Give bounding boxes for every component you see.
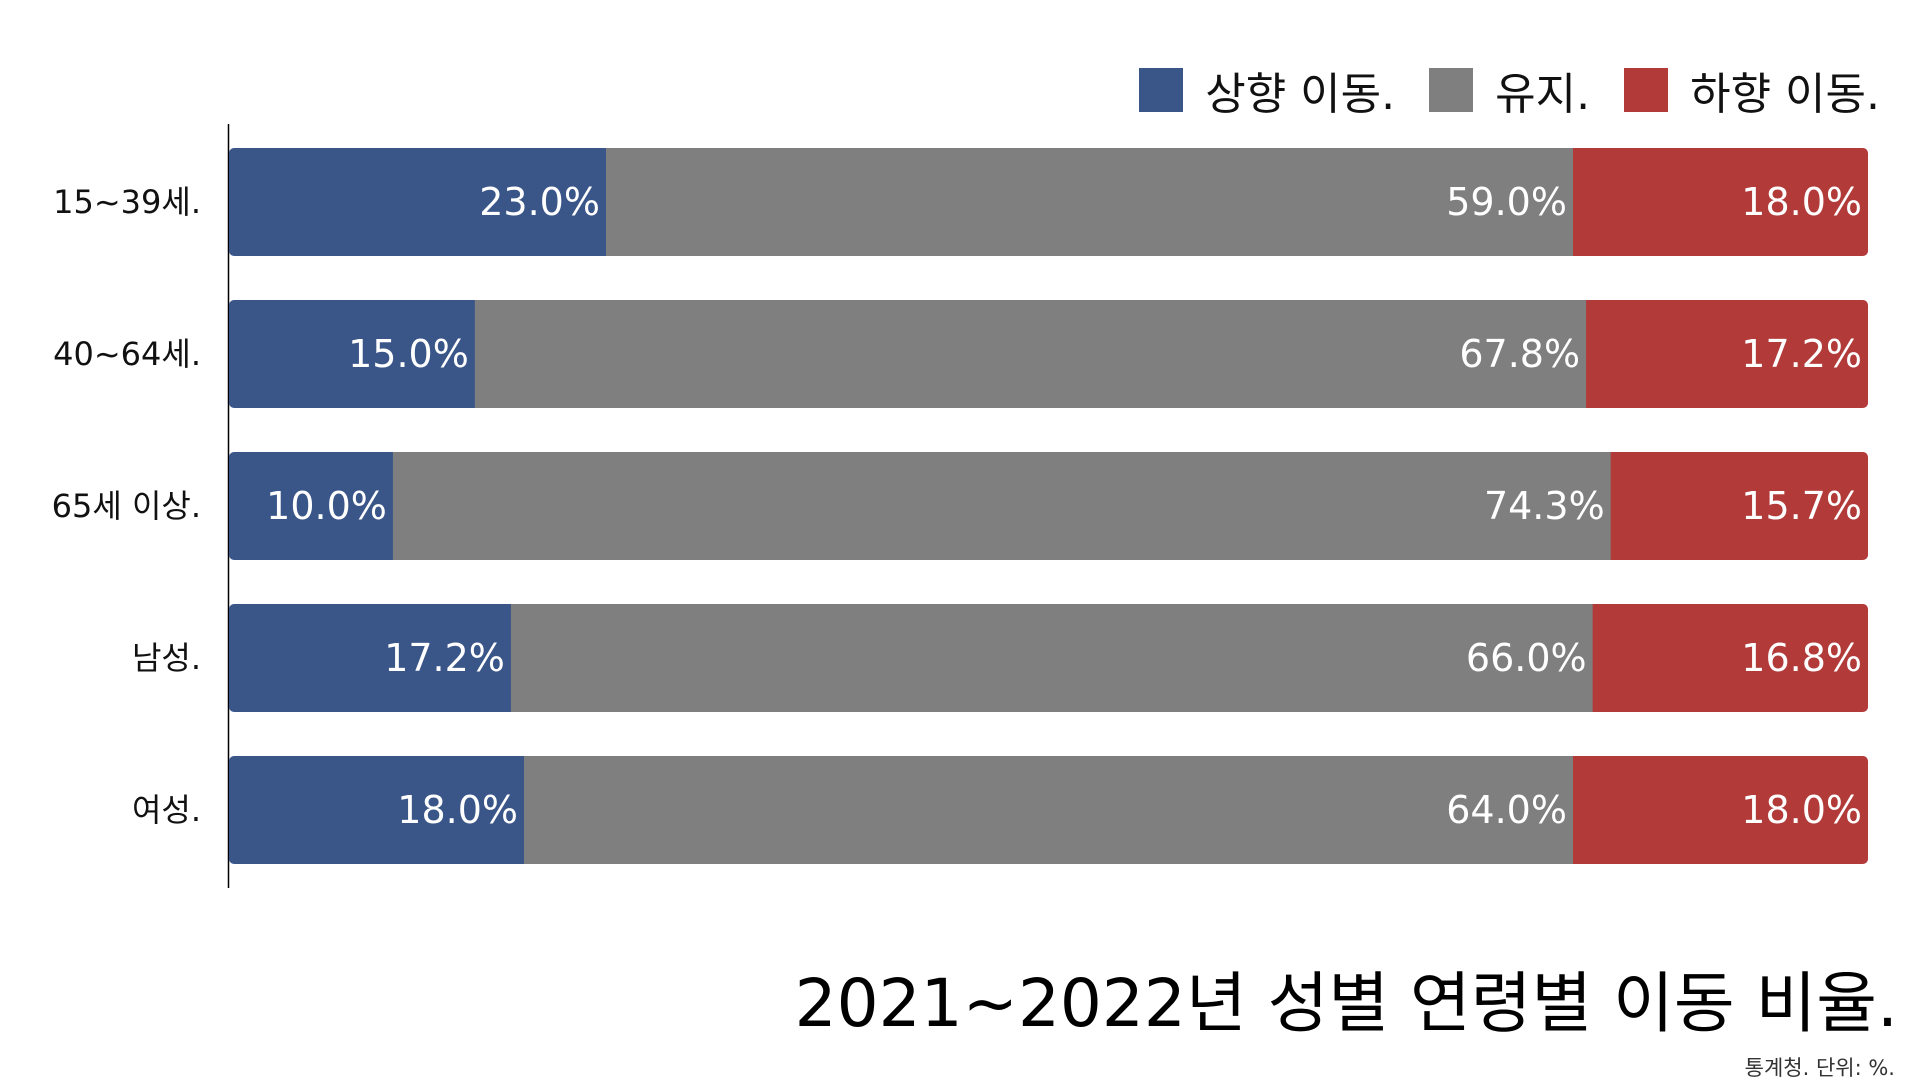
- data-label-upward-2: 10.0%: [266, 484, 387, 528]
- data-label-downward-4: 18.0%: [1741, 788, 1862, 832]
- bar-downward-0: [1572, 148, 1868, 256]
- legend-swatch-maintain: [1429, 68, 1474, 112]
- legend-swatch-downward: [1624, 68, 1669, 112]
- bar-maintain-0: [605, 148, 1574, 256]
- bar-upward-0: [229, 148, 607, 256]
- data-label-downward-3: 16.8%: [1741, 636, 1862, 680]
- bar-downward-3: [1592, 604, 1868, 712]
- data-label-downward-2: 15.7%: [1741, 484, 1862, 528]
- legend-item-downward: 하향 이동.: [1624, 58, 1880, 122]
- data-label-maintain-4: 64.0%: [1446, 788, 1567, 832]
- bar-upward-2: [229, 452, 394, 560]
- legend-label-upward: 상향 이동.: [1205, 69, 1396, 120]
- bar-upward-3: [229, 604, 512, 712]
- data-label-upward-0: 23.0%: [479, 180, 600, 224]
- bar-downward-2: [1610, 452, 1868, 560]
- data-label-upward-1: 15.0%: [348, 332, 469, 376]
- data-label-downward-0: 18.0%: [1741, 180, 1862, 224]
- legend-label-maintain: 유지.: [1495, 69, 1591, 120]
- data-label-maintain-1: 67.8%: [1459, 332, 1580, 376]
- bar-upward-1: [229, 300, 476, 408]
- legend-item-upward: 상향 이동.: [1139, 58, 1395, 122]
- bar-maintain-4: [524, 756, 1574, 864]
- bar-maintain-3: [510, 604, 1594, 712]
- data-label-maintain-3: 66.0%: [1466, 636, 1587, 680]
- bar-maintain-1: [474, 300, 1587, 408]
- category-label-1: 40~64세.: [53, 335, 201, 373]
- chart-legend: 상향 이동. 유지. 하향 이동.: [1139, 58, 1880, 122]
- data-label-upward-3: 17.2%: [384, 636, 505, 680]
- category-label-0: 15~39세.: [53, 183, 201, 221]
- bar-maintain-2: [392, 452, 1612, 560]
- legend-swatch-upward: [1139, 68, 1184, 112]
- category-label-3: 남성.: [132, 639, 201, 677]
- chart-source-note: 통계청. 단위: %.: [1744, 1056, 1895, 1080]
- data-label-maintain-2: 74.3%: [1484, 484, 1605, 528]
- bar-downward-1: [1586, 300, 1868, 408]
- chart-title: 2021~2022년 성별 연령별 이동 비율.: [794, 965, 1898, 1042]
- data-label-maintain-0: 59.0%: [1446, 180, 1567, 224]
- data-label-upward-4: 18.0%: [397, 788, 518, 832]
- bar-downward-4: [1572, 756, 1868, 864]
- bar-upward-4: [229, 756, 525, 864]
- data-label-downward-1: 17.2%: [1741, 332, 1862, 376]
- legend-label-downward: 하향 이동.: [1690, 69, 1880, 120]
- legend-item-maintain: 유지.: [1429, 58, 1590, 122]
- category-label-2: 65세 이상.: [52, 487, 201, 525]
- category-label-4: 여성.: [132, 791, 201, 829]
